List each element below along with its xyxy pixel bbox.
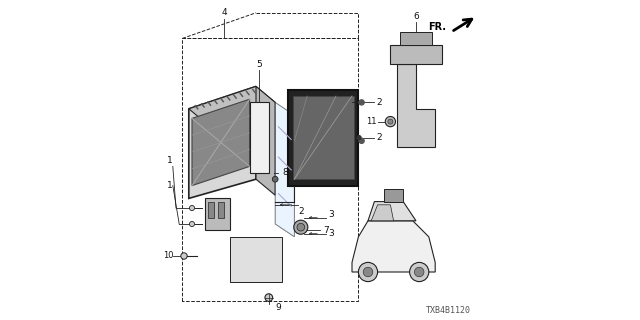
Circle shape: [189, 221, 195, 227]
Polygon shape: [352, 221, 435, 272]
Polygon shape: [384, 189, 403, 202]
Polygon shape: [189, 86, 275, 125]
Text: 9: 9: [276, 303, 281, 312]
Circle shape: [189, 205, 195, 211]
Circle shape: [294, 220, 308, 234]
Circle shape: [359, 138, 364, 143]
Polygon shape: [230, 237, 282, 282]
Polygon shape: [288, 90, 358, 186]
Text: 6: 6: [413, 12, 419, 20]
Text: 3: 3: [328, 210, 334, 219]
Polygon shape: [250, 102, 269, 173]
Circle shape: [357, 136, 361, 140]
Text: 2: 2: [298, 207, 303, 216]
Text: 1: 1: [167, 156, 172, 164]
Circle shape: [297, 223, 305, 231]
Polygon shape: [208, 202, 214, 218]
Circle shape: [364, 267, 372, 277]
Text: 8: 8: [282, 168, 287, 177]
Text: 4: 4: [221, 8, 227, 17]
Circle shape: [410, 262, 429, 282]
Circle shape: [388, 119, 393, 124]
Text: 11: 11: [366, 117, 376, 126]
Polygon shape: [256, 134, 269, 160]
Polygon shape: [275, 102, 294, 237]
Circle shape: [385, 116, 396, 127]
Text: 7: 7: [324, 226, 329, 235]
Circle shape: [359, 100, 364, 105]
Text: 10: 10: [163, 252, 173, 260]
Circle shape: [415, 267, 424, 277]
Circle shape: [265, 294, 273, 301]
Polygon shape: [397, 64, 435, 147]
Polygon shape: [292, 96, 354, 179]
Text: FR.: FR.: [428, 22, 447, 32]
Text: 5: 5: [257, 60, 262, 68]
Polygon shape: [368, 202, 416, 221]
Polygon shape: [192, 99, 250, 186]
Polygon shape: [218, 202, 224, 218]
Polygon shape: [390, 45, 442, 64]
Circle shape: [273, 176, 278, 182]
Polygon shape: [189, 86, 256, 198]
Text: 3: 3: [328, 229, 334, 238]
Text: 2: 2: [376, 98, 382, 107]
Circle shape: [181, 253, 187, 259]
Polygon shape: [400, 32, 432, 45]
Polygon shape: [256, 86, 275, 195]
Text: 1: 1: [167, 181, 172, 190]
Circle shape: [358, 262, 378, 282]
Text: TXB4B1120: TXB4B1120: [426, 306, 470, 315]
Polygon shape: [205, 198, 230, 230]
Polygon shape: [371, 205, 394, 221]
Text: 2: 2: [376, 133, 382, 142]
